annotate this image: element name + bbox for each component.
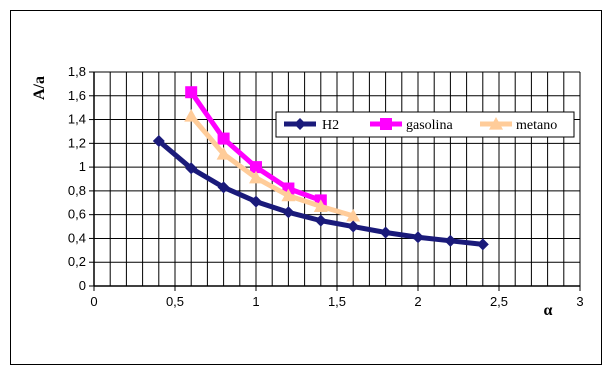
data-point — [347, 220, 360, 233]
y-tick-label: 0,6 — [68, 207, 86, 222]
series-line — [189, 114, 354, 219]
y-tick-label: 0,2 — [68, 254, 86, 269]
data-point — [412, 231, 424, 244]
data-point — [185, 162, 198, 175]
series-metano — [184, 108, 361, 222]
y-tick-label: 1,2 — [68, 135, 86, 150]
y-axis-label: A/a — [31, 76, 48, 100]
y-tick-label: 1,6 — [68, 88, 86, 103]
legend-entry: gasolina — [370, 118, 453, 133]
legend-box — [275, 111, 575, 138]
axes — [89, 71, 581, 291]
data-point — [314, 214, 327, 227]
data-point — [249, 170, 263, 184]
y-tick-label: 1 — [79, 159, 86, 174]
data-point — [282, 206, 295, 219]
legend-marker — [489, 117, 503, 130]
y-tick-label: 0,4 — [68, 230, 86, 245]
x-tick-label: 3 — [576, 294, 583, 309]
legend-label: metano — [516, 118, 557, 133]
data-point — [185, 86, 198, 99]
data-point — [346, 208, 361, 222]
x-axis-label: α — [544, 302, 553, 319]
x-tick-label: 0,5 — [166, 294, 184, 309]
series-layer — [152, 86, 489, 251]
data-point — [217, 132, 230, 145]
x-tick-label: 1,5 — [328, 294, 346, 309]
x-tick-label: 1 — [252, 294, 259, 309]
legend-entry: metano — [480, 117, 557, 133]
data-point — [250, 161, 262, 174]
data-point — [444, 234, 457, 247]
legend-label: gasolina — [406, 118, 453, 133]
data-point — [217, 181, 230, 194]
data-point — [379, 226, 392, 239]
x-tick-label: 2 — [414, 294, 421, 309]
y-tick-label: 0 — [79, 278, 86, 293]
data-point — [250, 195, 262, 208]
data-point — [281, 188, 296, 202]
tick-labels: 0 0,5 1 1,5 2 2,5 3 0 0,2 0,4 0,6 0,8 1 1,2 1,4 1,6 1,8 — [68, 64, 584, 309]
legend-entry: H2 — [284, 118, 339, 133]
legend-label: H2 — [322, 118, 339, 133]
y-tick-label: 0,8 — [68, 183, 86, 198]
y-tick-label: 1,8 — [68, 64, 86, 79]
x-tick-label: 0 — [90, 294, 97, 309]
series-h2 — [152, 134, 489, 251]
y-tick-label: 1,4 — [68, 112, 86, 127]
data-point — [476, 238, 489, 251]
legend-marker — [294, 118, 306, 130]
data-point — [184, 108, 199, 122]
x-tick-label: 2,5 — [490, 294, 508, 309]
data-point — [152, 134, 165, 147]
legend: H2 gasolina metano — [275, 111, 575, 138]
data-point — [313, 199, 328, 212]
legend-marker — [380, 118, 392, 130]
data-point — [216, 147, 231, 160]
